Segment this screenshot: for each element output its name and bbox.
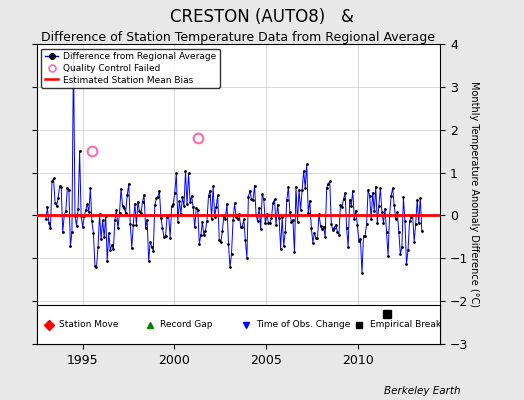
Legend: Difference from Regional Average, Quality Control Failed, Estimated Station Mean: Difference from Regional Average, Qualit… xyxy=(41,48,220,88)
Y-axis label: Monthly Temperature Anomaly Difference (°C): Monthly Temperature Anomaly Difference (… xyxy=(470,81,479,307)
Text: CRESTON (AUTO8)   &: CRESTON (AUTO8) & xyxy=(170,8,354,26)
Title: Difference of Station Temperature Data from Regional Average: Difference of Station Temperature Data f… xyxy=(41,31,435,44)
Text: Berkeley Earth: Berkeley Earth xyxy=(385,386,461,396)
